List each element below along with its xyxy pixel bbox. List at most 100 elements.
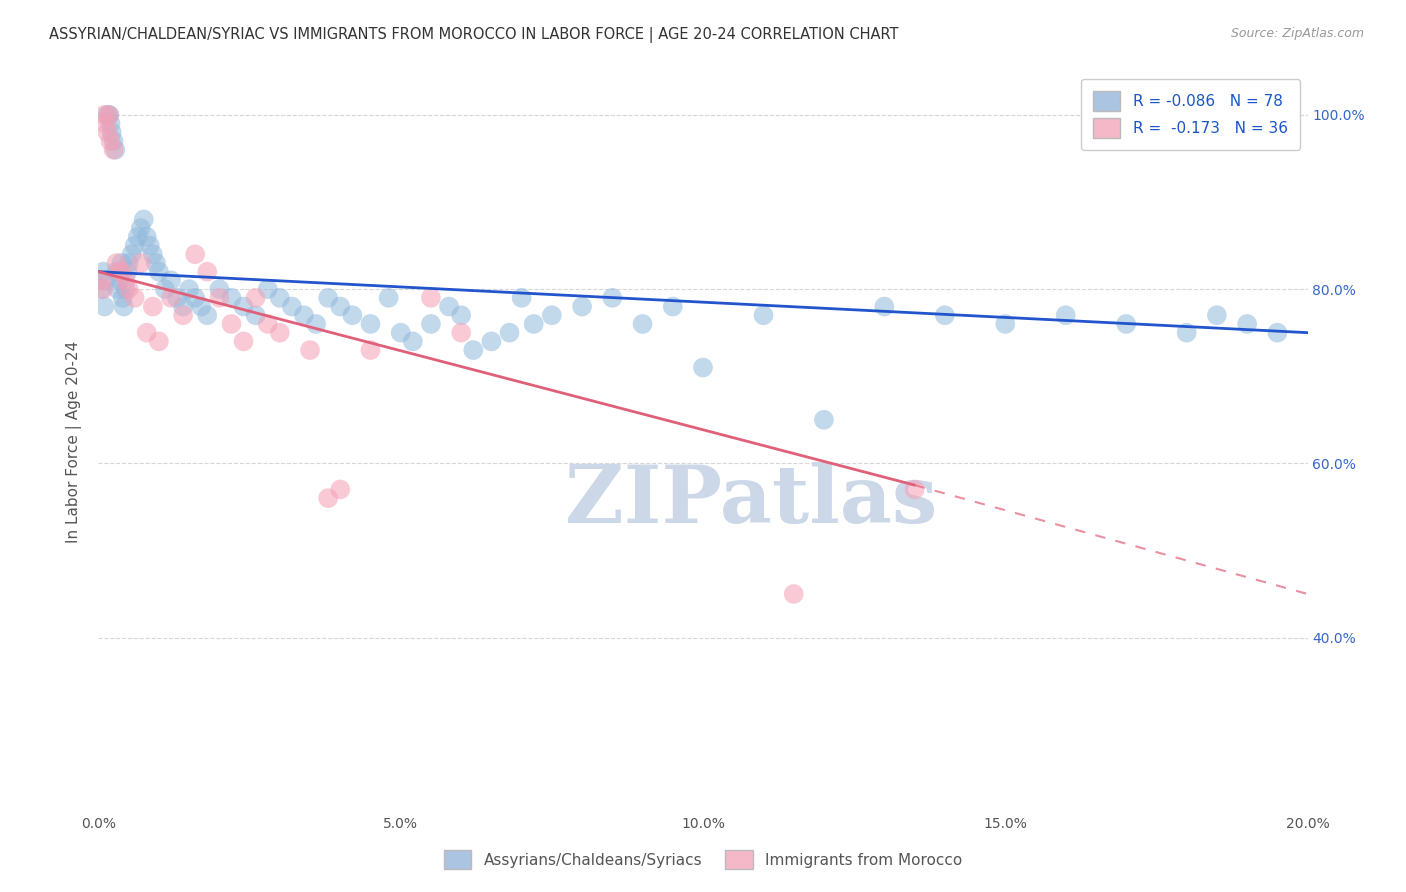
Point — [221, 291, 243, 305]
Point — [142, 300, 165, 314]
Point — [232, 334, 254, 349]
Point — [692, 360, 714, 375]
Point — [172, 300, 194, 314]
Point — [153, 282, 176, 296]
Point — [98, 108, 121, 122]
Point — [160, 291, 183, 305]
Point — [661, 300, 683, 314]
Point — [166, 291, 188, 305]
Point — [160, 273, 183, 287]
Point — [121, 247, 143, 261]
Point — [450, 308, 472, 322]
Point — [631, 317, 654, 331]
Text: ZIPatlas: ZIPatlas — [565, 462, 938, 540]
Point — [93, 300, 115, 314]
Point — [93, 108, 115, 122]
Point — [112, 300, 135, 314]
Point — [316, 291, 339, 305]
Point — [316, 491, 339, 505]
Point — [90, 273, 112, 287]
Point — [510, 291, 533, 305]
Text: ASSYRIAN/CHALDEAN/SYRIAC VS IMMIGRANTS FROM MOROCCO IN LABOR FORCE | AGE 20-24 C: ASSYRIAN/CHALDEAN/SYRIAC VS IMMIGRANTS F… — [49, 27, 898, 43]
Point — [269, 291, 291, 305]
Point — [450, 326, 472, 340]
Point — [111, 265, 134, 279]
Point — [135, 230, 157, 244]
Point — [110, 256, 132, 270]
Point — [602, 291, 624, 305]
Point — [463, 343, 485, 357]
Point — [540, 308, 562, 322]
Point — [172, 308, 194, 322]
Point — [139, 238, 162, 252]
Point — [184, 247, 207, 261]
Point — [1206, 308, 1229, 322]
Point — [100, 117, 122, 131]
Point — [100, 125, 122, 139]
Point — [256, 282, 278, 296]
Point — [118, 256, 141, 270]
Point — [934, 308, 956, 322]
Point — [1175, 326, 1198, 340]
Point — [299, 343, 322, 357]
Point — [108, 273, 131, 287]
Point — [114, 282, 136, 296]
Point — [873, 300, 896, 314]
Point — [752, 308, 775, 322]
Y-axis label: In Labor Force | Age 20-24: In Labor Force | Age 20-24 — [66, 341, 83, 542]
Point — [127, 230, 149, 244]
Point — [208, 282, 231, 296]
Point — [98, 108, 121, 122]
Point — [90, 282, 112, 296]
Point — [329, 483, 352, 497]
Point — [124, 238, 146, 252]
Point — [402, 334, 425, 349]
Point — [195, 265, 218, 279]
Point — [232, 300, 254, 314]
Point — [91, 282, 114, 296]
Point — [105, 256, 128, 270]
Point — [105, 265, 128, 279]
Point — [148, 265, 170, 279]
Point — [481, 334, 503, 349]
Legend: Assyrians/Chaldeans/Syriacs, Immigrants from Morocco: Assyrians/Chaldeans/Syriacs, Immigrants … — [437, 844, 969, 875]
Point — [245, 291, 267, 305]
Legend: R = -0.086   N = 78, R =  -0.173   N = 36: R = -0.086 N = 78, R = -0.173 N = 36 — [1081, 79, 1301, 151]
Point — [94, 117, 117, 131]
Point — [124, 291, 146, 305]
Point — [783, 587, 806, 601]
Point — [132, 212, 155, 227]
Point — [523, 317, 546, 331]
Point — [329, 300, 352, 314]
Point — [96, 108, 118, 122]
Point — [129, 221, 152, 235]
Point — [420, 291, 443, 305]
Point — [108, 265, 131, 279]
Point — [245, 308, 267, 322]
Point — [91, 265, 114, 279]
Point — [1115, 317, 1137, 331]
Point — [103, 134, 125, 148]
Point — [256, 317, 278, 331]
Point — [179, 282, 201, 296]
Point — [377, 291, 399, 305]
Point — [360, 343, 382, 357]
Text: Source: ZipAtlas.com: Source: ZipAtlas.com — [1230, 27, 1364, 40]
Point — [96, 125, 118, 139]
Point — [94, 273, 117, 287]
Point — [437, 300, 460, 314]
Point — [420, 317, 443, 331]
Point — [305, 317, 328, 331]
Point — [184, 291, 207, 305]
Point — [142, 247, 165, 261]
Point — [1267, 326, 1289, 340]
Point — [103, 143, 125, 157]
Point — [195, 308, 218, 322]
Point — [208, 291, 231, 305]
Point — [129, 256, 152, 270]
Point — [114, 273, 136, 287]
Point — [104, 143, 127, 157]
Point — [342, 308, 364, 322]
Point — [118, 282, 141, 296]
Point — [360, 317, 382, 331]
